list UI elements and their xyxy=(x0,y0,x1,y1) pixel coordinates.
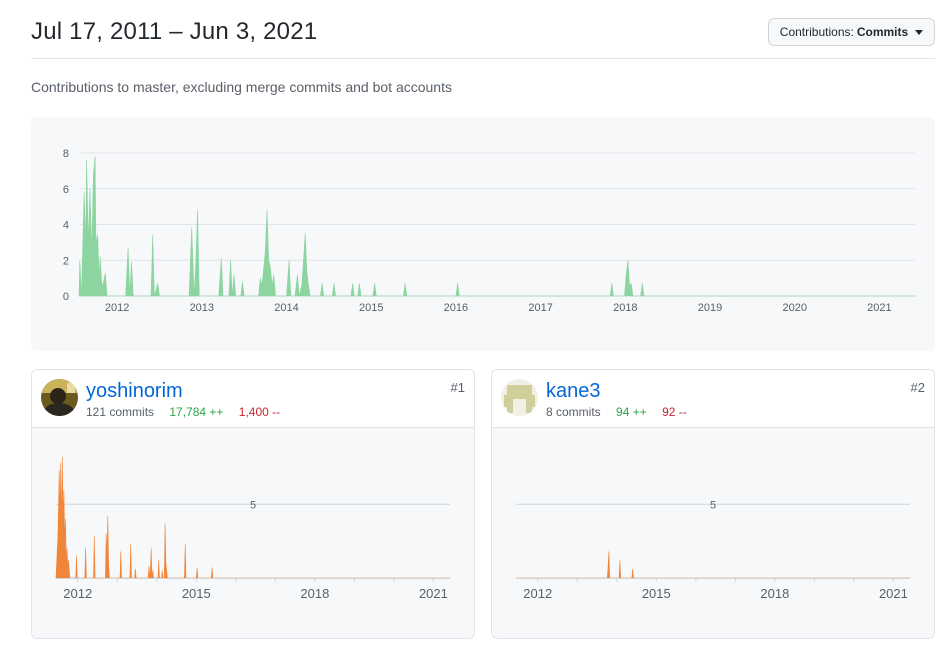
date-range-title: Jul 17, 2011 – Jun 3, 2021 xyxy=(31,18,318,45)
x-tick-label: 2018 xyxy=(300,586,329,601)
contributor-username-link[interactable]: yoshinorim xyxy=(86,380,183,402)
y-tick-label: 0 xyxy=(63,291,69,303)
x-tick-label: 2017 xyxy=(528,302,552,314)
contributor-card-header: yoshinorim 121 commits 17,784 ++ 1,400 -… xyxy=(32,370,474,428)
y-tick-label: 2 xyxy=(63,255,69,267)
deletions-count: 92 -- xyxy=(662,405,687,419)
commits-chart-svg: 0 2 4 6 8 2012 2013 2014 2015 2016 2017 2018 2019 202… xyxy=(63,148,916,314)
x-tick-label: 2020 xyxy=(782,302,806,314)
contributions-button-value: Commits xyxy=(856,25,909,39)
contributions-subtitle: Contributions to master, excluding merge… xyxy=(31,79,452,95)
additions-count: 17,784 ++ xyxy=(169,405,224,419)
x-tick-label: 2019 xyxy=(698,302,722,314)
y-tick-label: 6 xyxy=(63,184,69,196)
x-tick-label: 2012 xyxy=(105,302,129,314)
rank-badge: #2 xyxy=(910,380,925,395)
rank-badge: #1 xyxy=(450,380,465,395)
reference-line-label: 5 xyxy=(710,499,716,511)
x-tick-label: 2015 xyxy=(359,302,383,314)
additions-count: 94 ++ xyxy=(616,405,647,419)
x-tick-label: 2021 xyxy=(867,302,891,314)
x-tick-label: 2021 xyxy=(879,586,908,601)
contributor-chart: 5 2012 2015 2018 2021 xyxy=(32,428,474,638)
x-tick-label: 2018 xyxy=(613,302,637,314)
deletions-count: 1,400 -- xyxy=(238,405,281,419)
x-tick-label: 2012 xyxy=(523,586,552,601)
y-tick-label: 4 xyxy=(63,220,69,232)
contributor-card-header: kane3 8 commits 94 ++ 92 -- #2 xyxy=(492,370,934,428)
avatar[interactable] xyxy=(501,379,538,416)
x-tick-label: 2015 xyxy=(642,586,671,601)
series-area xyxy=(515,551,911,579)
page-header: Jul 17, 2011 – Jun 3, 2021 Contributions… xyxy=(0,0,950,60)
commit-count[interactable]: 121 commits xyxy=(86,405,155,419)
contributor-chart-svg: 5 2012 2015 2018 2021 xyxy=(515,499,911,601)
commit-count[interactable]: 8 commits xyxy=(546,405,601,419)
contributions-type-button[interactable]: Contributions: Commits xyxy=(768,18,935,46)
commits-over-time-chart: 0 2 4 6 8 2012 2013 2014 2015 2016 2017 2018 2019 202… xyxy=(31,117,935,351)
contributor-username-link[interactable]: kane3 xyxy=(546,380,601,402)
caret-down-icon xyxy=(915,30,924,35)
contributor-card: yoshinorim 121 commits 17,784 ++ 1,400 -… xyxy=(31,369,475,639)
contributor-card: kane3 8 commits 94 ++ 92 -- #2 5 2012 2015… xyxy=(491,369,935,639)
avatar[interactable] xyxy=(41,379,78,416)
x-tick-label: 2018 xyxy=(760,586,789,601)
y-tick-label: 8 xyxy=(63,148,69,160)
x-tick-label: 2016 xyxy=(444,302,468,314)
x-tick-label: 2013 xyxy=(190,302,214,314)
header-divider xyxy=(31,58,935,59)
reference-line-label: 5 xyxy=(250,499,256,511)
series-area xyxy=(78,156,916,297)
contributor-stats: 8 commits 94 ++ 92 -- xyxy=(546,405,687,419)
contributions-button-label: Contributions: xyxy=(779,25,854,39)
x-tick-label: 2014 xyxy=(274,302,298,314)
x-tick-label: 2021 xyxy=(419,586,448,601)
contributor-stats: 121 commits 17,784 ++ 1,400 -- xyxy=(86,405,280,419)
x-tick-label: 2015 xyxy=(182,586,211,601)
x-tick-label: 2012 xyxy=(63,586,92,601)
series-area xyxy=(55,456,451,579)
contributor-chart-svg: 5 2012 2015 2018 2021 xyxy=(55,456,451,601)
contributor-chart: 5 2012 2015 2018 2021 xyxy=(492,428,934,638)
